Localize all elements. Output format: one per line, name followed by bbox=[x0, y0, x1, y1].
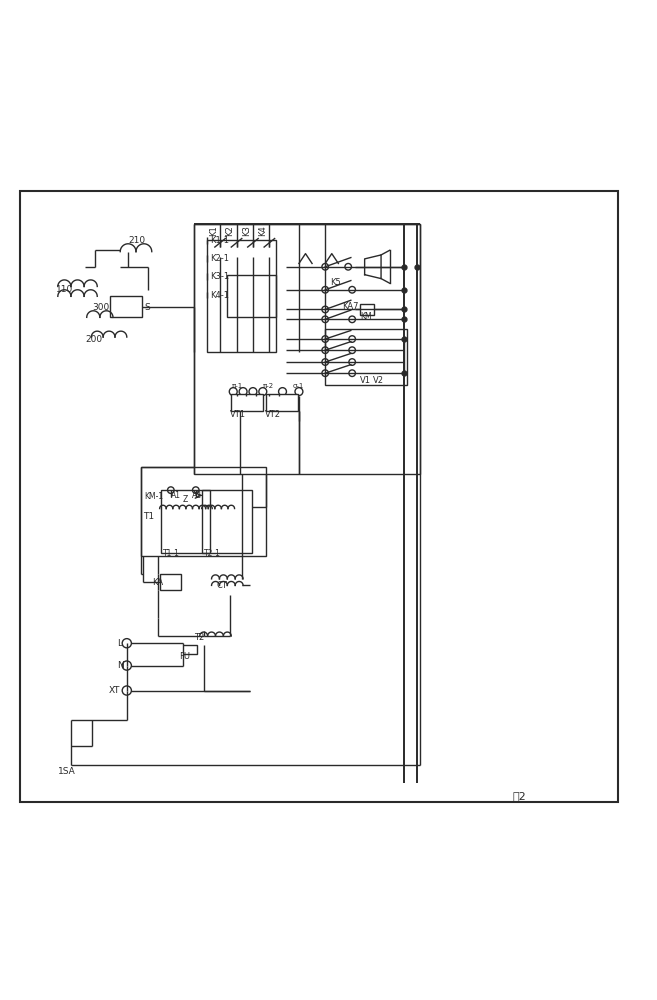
Text: σ-1: σ-1 bbox=[292, 383, 304, 389]
Bar bbox=[160, 574, 181, 590]
Bar bbox=[183, 645, 197, 654]
Text: A1: A1 bbox=[171, 491, 181, 500]
Text: KM: KM bbox=[361, 312, 373, 321]
Text: K3: K3 bbox=[242, 225, 251, 236]
Text: T1: T1 bbox=[143, 512, 154, 521]
Text: K1: K1 bbox=[209, 225, 218, 236]
Text: K4: K4 bbox=[258, 225, 267, 236]
Text: 200: 200 bbox=[85, 335, 102, 344]
Text: FU: FU bbox=[179, 652, 190, 661]
Text: KA: KA bbox=[152, 578, 164, 587]
Text: XT: XT bbox=[108, 686, 120, 695]
Bar bbox=[266, 394, 298, 411]
Bar bbox=[231, 394, 263, 411]
Bar bbox=[110, 296, 142, 317]
Bar bbox=[360, 304, 374, 315]
Text: KM-1: KM-1 bbox=[145, 492, 164, 501]
Text: 300: 300 bbox=[92, 303, 109, 312]
Text: K2-1: K2-1 bbox=[210, 254, 229, 263]
Text: K5: K5 bbox=[330, 278, 341, 287]
Text: T2-1: T2-1 bbox=[204, 549, 221, 558]
Text: V2: V2 bbox=[373, 376, 384, 385]
Text: CT: CT bbox=[217, 581, 228, 590]
Text: N: N bbox=[117, 661, 124, 670]
Bar bbox=[227, 275, 276, 317]
Bar bbox=[161, 490, 210, 553]
Bar bbox=[202, 490, 252, 553]
Bar bbox=[207, 240, 276, 352]
Text: V1: V1 bbox=[360, 376, 371, 385]
Text: π-2: π-2 bbox=[263, 383, 274, 389]
Text: π-1: π-1 bbox=[232, 383, 243, 389]
Text: K1-1: K1-1 bbox=[210, 236, 229, 245]
Text: 110: 110 bbox=[56, 285, 73, 294]
Text: VT2: VT2 bbox=[265, 410, 281, 419]
Text: K3-1: K3-1 bbox=[210, 272, 229, 281]
Text: 1SA: 1SA bbox=[58, 767, 76, 776]
Text: Z: Z bbox=[183, 495, 188, 504]
Text: L: L bbox=[117, 639, 122, 648]
Bar bbox=[141, 467, 266, 556]
Text: K2: K2 bbox=[225, 225, 235, 236]
Bar bbox=[194, 224, 420, 474]
Bar bbox=[325, 329, 407, 385]
Text: K4-1: K4-1 bbox=[210, 291, 229, 300]
Text: KA7: KA7 bbox=[342, 302, 358, 311]
Text: 210: 210 bbox=[128, 236, 145, 245]
Text: 图2: 图2 bbox=[512, 791, 526, 801]
Text: T1-1: T1-1 bbox=[163, 549, 180, 558]
Text: S: S bbox=[145, 303, 150, 312]
Text: T2: T2 bbox=[194, 633, 204, 642]
Text: A2: A2 bbox=[192, 491, 202, 500]
Text: VT1: VT1 bbox=[230, 410, 246, 419]
